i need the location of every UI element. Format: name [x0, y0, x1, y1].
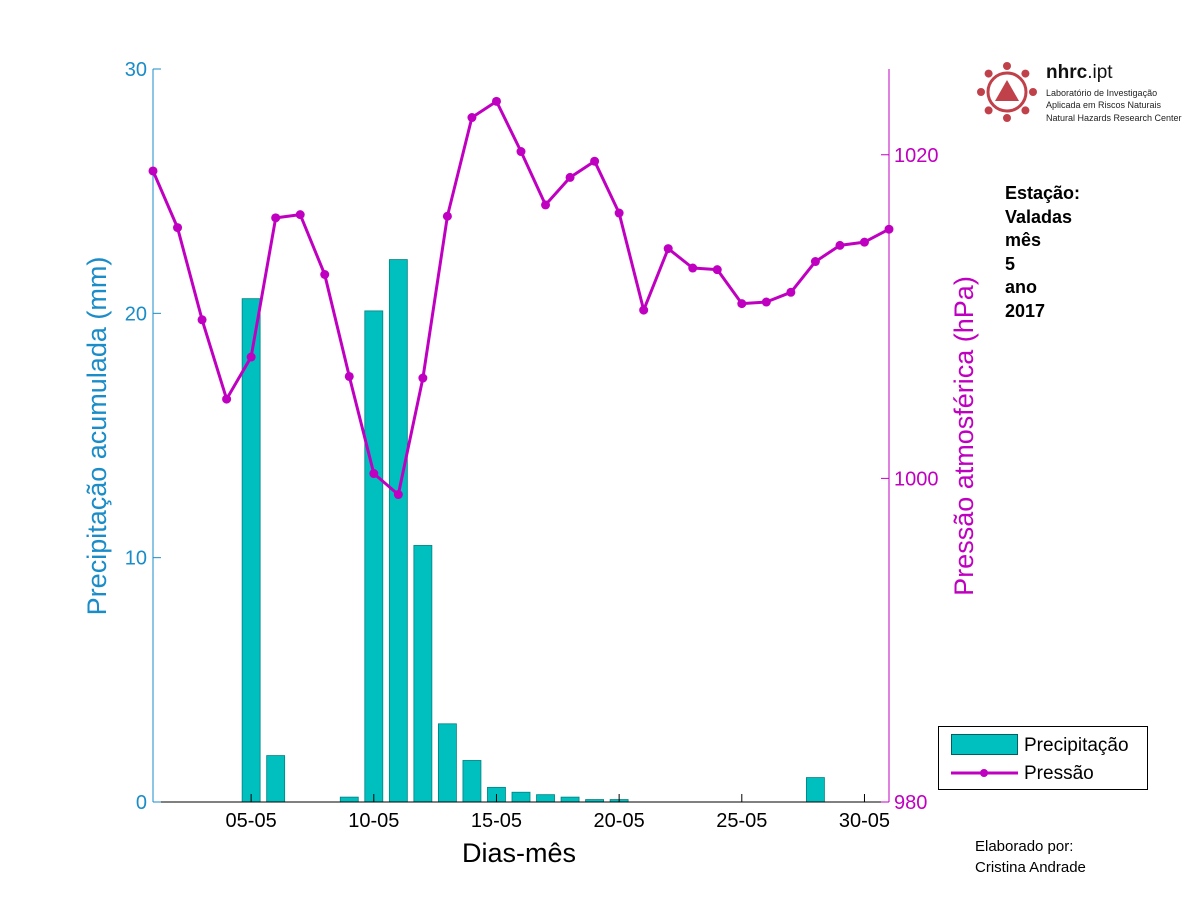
pressure-point	[614, 208, 624, 218]
precip-bar	[266, 755, 286, 803]
left-tick-label: 0	[136, 792, 147, 814]
pressure-line	[148, 96, 894, 500]
precip-bar	[339, 796, 359, 803]
pressure-point	[835, 240, 845, 250]
year-value: 2017	[1005, 300, 1046, 321]
station-info: Estação: Valadas mês 5 ano 2017	[1005, 182, 1080, 323]
station-heading: Estação:	[1005, 183, 1081, 203]
right-tick-label: 980	[894, 792, 927, 814]
credit-label: Elaborado por:	[975, 838, 1074, 855]
emblem-ring	[986, 71, 1028, 113]
pressure-point	[884, 224, 894, 234]
month-value: 5	[1005, 253, 1016, 274]
pressure-point	[541, 200, 551, 210]
precip-bar	[560, 796, 580, 803]
pressure-point	[295, 210, 305, 220]
emblem-dot	[977, 88, 985, 96]
pressure-series-line	[151, 99, 890, 497]
emblem-dot	[1003, 114, 1011, 122]
left-tick-label: 30	[125, 59, 147, 81]
pressure-point	[639, 305, 649, 315]
pressure-point	[712, 265, 722, 275]
emblem-dot	[1021, 69, 1030, 78]
precipitation-bars	[241, 259, 825, 803]
pressure-point	[246, 352, 256, 362]
pressure-point	[761, 297, 771, 307]
precip-bar	[413, 545, 433, 803]
pressure-point	[173, 223, 183, 233]
pressure-point	[393, 490, 403, 500]
pressure-point	[467, 113, 477, 123]
precip-bar	[241, 298, 261, 803]
x-tick-label: 30-05	[839, 810, 890, 832]
precip-bar	[806, 777, 825, 803]
right-axis-label: Pressão atmosférica (hPa)	[949, 276, 979, 596]
logo-line-2: Aplicada em Riscos Naturais	[1046, 100, 1162, 110]
legend-label-pressure: Pressão	[1024, 763, 1094, 784]
pressure-point	[369, 469, 379, 479]
legend-entry-precipitation: Precipitação	[939, 732, 1147, 758]
chart-legend: Precipitação Pressão	[938, 726, 1148, 790]
pressure-point	[418, 373, 428, 383]
pressure-point	[565, 172, 575, 182]
pressure-point	[491, 96, 501, 106]
pressure-point	[859, 237, 869, 247]
pressure-point	[197, 315, 207, 325]
right-tick-label: 1020	[894, 145, 939, 167]
x-tick-label: 10-05	[348, 810, 399, 832]
left-tick-label: 20	[125, 303, 147, 325]
emblem-dot	[1003, 62, 1011, 70]
right-tick-label: 1000	[894, 468, 939, 490]
chart-axes	[152, 68, 890, 803]
legend-label-precipitation: Precipitação	[1024, 735, 1129, 756]
precip-bar	[364, 310, 384, 803]
pressure-point	[688, 263, 698, 273]
x-tick-label: 15-05	[471, 810, 522, 832]
precip-bar	[388, 259, 408, 803]
credit-block: Elaborado por: Cristina Andrade	[975, 836, 1086, 878]
legend-line-swatch	[951, 769, 1018, 777]
left-axis-label: Precipitação acumulada (mm)	[82, 257, 112, 616]
pressure-point	[271, 213, 281, 223]
pressure-point	[810, 257, 820, 267]
pressure-point	[663, 244, 673, 254]
x-axis-label: Dias-mês	[462, 838, 576, 868]
logo-line-3: Natural Hazards Research Center	[1046, 113, 1182, 123]
pressure-point	[786, 287, 796, 297]
logo-line-1: Laboratório de Investigação	[1046, 88, 1158, 98]
year-label: ano	[1005, 277, 1038, 297]
x-tick-label: 25-05	[716, 810, 767, 832]
emblem-dot	[1021, 106, 1030, 115]
pressure-point	[344, 371, 354, 381]
month-label: mês	[1005, 230, 1042, 250]
pressure-point	[590, 156, 600, 166]
nhrc-logo: nhrc.ipt Laboratório de Investigação Apl…	[975, 58, 1182, 128]
precip-bar	[462, 760, 482, 803]
nhrc-emblem-icon	[977, 62, 1037, 122]
left-tick-label: 10	[125, 548, 147, 570]
pressure-point	[320, 269, 330, 279]
x-tick-label: 20-05	[594, 810, 645, 832]
emblem-dot	[984, 106, 993, 115]
emblem-dot	[984, 69, 993, 78]
pressure-point	[737, 299, 747, 309]
pressure-point	[222, 394, 232, 404]
station-name: Valadas	[1005, 206, 1073, 227]
credit-author: Cristina Andrade	[975, 859, 1086, 876]
precip-bar	[437, 723, 457, 803]
precip-bar	[511, 791, 531, 803]
precip-bar	[536, 794, 555, 803]
legend-entry-pressure: Pressão	[939, 760, 1147, 786]
logo-title: nhrc.ipt	[1046, 62, 1113, 83]
pressure-point	[516, 147, 526, 157]
emblem-dot	[1029, 88, 1037, 96]
x-tick-label: 05-05	[226, 810, 277, 832]
emblem-triangle	[995, 80, 1019, 101]
pressure-point	[442, 211, 452, 221]
pressure-point	[148, 166, 158, 176]
legend-bar-swatch	[951, 734, 1018, 755]
